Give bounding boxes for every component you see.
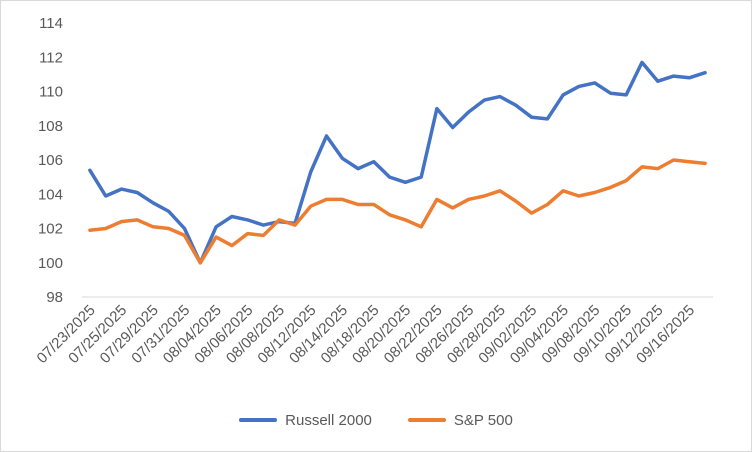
legend-item-sp-500: S&P 500 [407,411,513,429]
legend-item-russell-2000: Russell 2000 [239,412,372,429]
legend: Russell 2000 S&P 500 [0,408,752,432]
y-tick-label: 112 [39,49,63,66]
series-line-sp-500 [88,158,707,265]
y-tick-label: 102 [38,221,63,238]
y-tick-label: 108 [38,118,63,135]
y-axis-tick-labels: 98 100 102 104 106 108 110 112 114 [38,15,63,306]
y-tick-label: 98 [46,289,63,306]
y-tick-label: 100 [38,255,63,272]
y-tick-label: 106 [38,152,63,169]
y-tick-label: 114 [39,15,63,32]
legend-label-russell-2000: Russell 2000 [285,411,372,429]
y-tick-label: 110 [39,84,63,101]
series-lines [88,60,707,265]
legend-swatch-russell-2000 [239,418,278,422]
y-tick-label: 104 [38,186,63,203]
legend-swatch-sp-500 [407,418,446,422]
legend-label-sp-500: S&P 500 [453,411,513,429]
x-axis-tick-labels: 07/23/202507/25/202507/29/202507/31/2025… [34,302,699,367]
